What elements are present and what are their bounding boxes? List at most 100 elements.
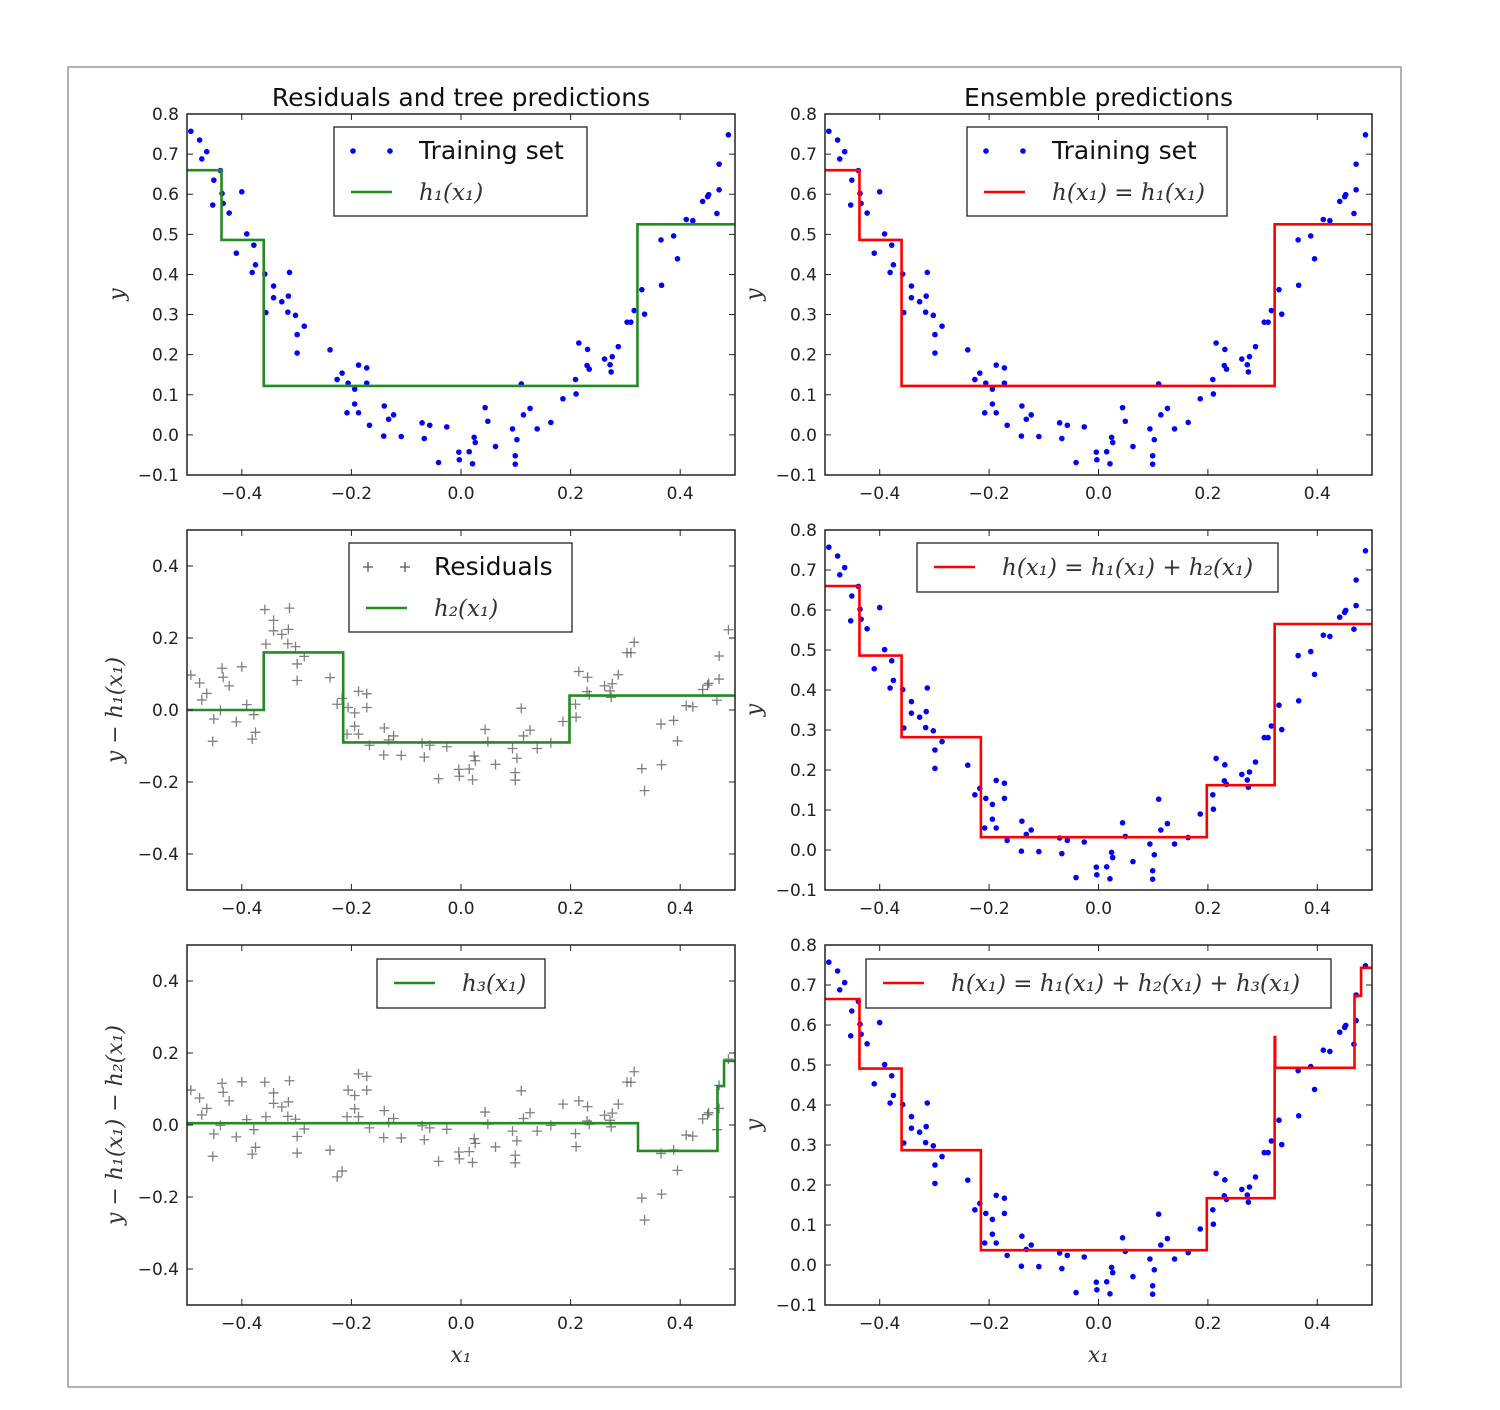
legend: Training set h(x₁) = h₁(x₁) [966, 126, 1228, 217]
x-tick-label: −0.2 [331, 1314, 372, 1334]
training-point [834, 137, 841, 143]
tree-prediction-line [187, 168, 735, 388]
legend-box [348, 542, 573, 633]
residual-marker [282, 638, 293, 649]
residual-marker [325, 672, 336, 683]
training-point [658, 282, 665, 289]
training-point [972, 376, 978, 383]
training-point [674, 256, 681, 262]
y-tick-label: −0.4 [138, 1260, 179, 1280]
training-point [285, 293, 292, 299]
training-point [1149, 876, 1156, 882]
training-point [426, 422, 433, 429]
training-point [624, 319, 630, 325]
legend-plus-icon [400, 562, 410, 572]
training-point [1245, 1199, 1252, 1205]
residual-marker [511, 753, 522, 764]
y-tick-label: 0.6 [790, 601, 817, 621]
training-point [1119, 820, 1126, 826]
training-point [615, 343, 622, 350]
training-point [690, 217, 696, 224]
legend-box [865, 958, 1332, 1009]
y-tick-label: 0.0 [790, 1256, 817, 1276]
residual-marker [250, 727, 261, 738]
training-point [1265, 734, 1271, 741]
training-point [514, 436, 520, 443]
residual-marker [703, 1107, 714, 1118]
residual-marker [218, 1087, 229, 1098]
training-point [1320, 216, 1327, 223]
residual-marker [570, 699, 581, 710]
y-axis-label: y [742, 703, 767, 717]
training-point [1210, 792, 1216, 798]
training-point [1001, 1195, 1008, 1201]
residual-marker [332, 699, 343, 710]
training-point [1155, 796, 1162, 802]
residual-marker [283, 1096, 294, 1107]
residual-marker [629, 1066, 640, 1077]
training-point [443, 424, 450, 430]
residual-marker [636, 763, 647, 774]
residual-marker [196, 694, 207, 705]
residual-marker [247, 1149, 258, 1160]
x-tick-label: −0.2 [968, 484, 1009, 504]
training-point [1362, 132, 1369, 138]
y-tick-label: 0.5 [790, 1056, 817, 1076]
training-point [572, 376, 579, 383]
residual-marker [599, 680, 610, 691]
training-point [932, 747, 938, 753]
training-point [1307, 648, 1314, 655]
residual-marker [349, 707, 360, 718]
residual-marker [599, 1110, 610, 1121]
legend-box [333, 126, 588, 217]
residual-marker [525, 1107, 536, 1118]
y-tick-label: 0.6 [152, 185, 179, 205]
training-point [916, 1129, 923, 1135]
plot-area [187, 128, 735, 467]
y-tick-label: −0.2 [138, 773, 179, 793]
training-point [1081, 1254, 1088, 1260]
x-tick-label: 0.2 [1194, 1314, 1221, 1334]
residual-marker [697, 1113, 708, 1124]
y-tick-label: 0.5 [152, 225, 179, 245]
training-point [1327, 217, 1333, 224]
training-point [573, 391, 579, 397]
residual-marker [353, 1068, 364, 1079]
residual-marker [364, 1122, 375, 1133]
legend-box [966, 126, 1228, 217]
x-tick-label: 0.4 [667, 1314, 694, 1334]
training-point [1311, 1086, 1318, 1093]
residual-marker [464, 1146, 475, 1157]
training-point [1278, 1141, 1285, 1148]
residual-marker [607, 678, 618, 689]
training-point [576, 340, 582, 346]
training-point [1265, 1149, 1271, 1156]
training-point [1351, 210, 1357, 217]
training-point [1295, 1067, 1301, 1074]
training-point [890, 677, 897, 684]
training-point [1108, 434, 1115, 441]
training-point [932, 1162, 938, 1168]
residual-marker [714, 674, 725, 685]
training-point [419, 420, 425, 426]
training-point [1295, 282, 1302, 289]
residual-marker [433, 773, 444, 784]
training-point [1081, 424, 1088, 430]
residual-marker [349, 1103, 360, 1114]
training-point [1147, 1256, 1153, 1262]
training-point [881, 231, 888, 237]
residual-marker [325, 1145, 336, 1156]
residual-marker [284, 603, 295, 614]
x-tick-label: −0.4 [859, 1314, 900, 1334]
x-tick-label: 0.0 [447, 484, 474, 504]
residual-marker [469, 751, 480, 762]
training-point [1171, 841, 1178, 847]
residual-marker [337, 1166, 348, 1177]
residual-marker [613, 1099, 624, 1110]
training-point [993, 777, 1000, 784]
residual-marker [636, 1193, 647, 1204]
y-axis-label: y [742, 1118, 767, 1132]
residual-marker [433, 1156, 444, 1167]
training-point [1295, 652, 1301, 659]
training-point [1119, 404, 1126, 411]
